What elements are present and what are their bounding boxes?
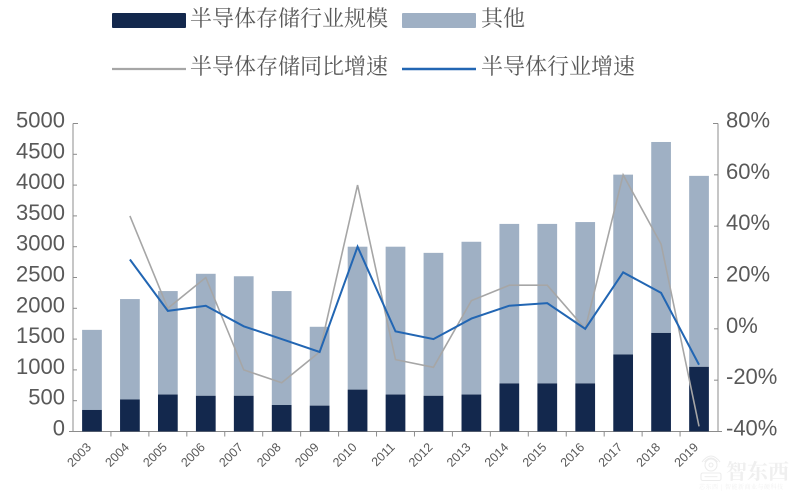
svg-text:0%: 0% (726, 313, 758, 338)
svg-text:20%: 20% (726, 262, 770, 287)
svg-text:80%: 80% (726, 108, 770, 133)
svg-text:-40%: -40% (726, 416, 777, 441)
svg-text:1000: 1000 (16, 354, 65, 379)
svg-text:半导体存储行业规模: 半导体存储行业规模 (190, 2, 388, 33)
svg-text:芯东西 | 智能新商业与硬科技: 芯东西 | 智能新商业与硬科技 (699, 482, 783, 491)
svg-text:3500: 3500 (16, 200, 65, 225)
svg-text:2500: 2500 (16, 262, 65, 287)
svg-text:3000: 3000 (16, 231, 65, 256)
svg-text:2000: 2000 (16, 292, 65, 317)
svg-text:半导体行业增速: 半导体行业增速 (481, 50, 635, 81)
svg-text:-20%: -20% (726, 364, 777, 389)
svg-text:0: 0 (53, 416, 65, 441)
svg-text:4500: 4500 (16, 138, 65, 163)
svg-text:半导体存储同比增速: 半导体存储同比增速 (190, 50, 388, 81)
svg-text:60%: 60% (726, 159, 770, 184)
svg-text:其他: 其他 (481, 2, 525, 33)
svg-text:1500: 1500 (16, 323, 65, 348)
svg-text:4000: 4000 (16, 169, 65, 194)
svg-text:40%: 40% (726, 210, 770, 235)
svg-text:5000: 5000 (16, 108, 65, 133)
svg-text:500: 500 (28, 385, 65, 410)
